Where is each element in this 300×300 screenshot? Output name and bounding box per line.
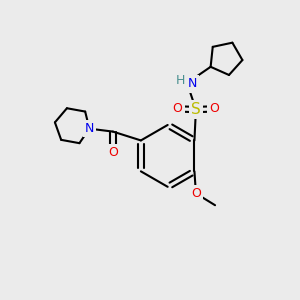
Text: O: O	[191, 187, 201, 200]
Text: O: O	[209, 102, 219, 116]
Text: N: N	[188, 77, 197, 90]
Text: H: H	[176, 74, 185, 87]
Text: S: S	[191, 102, 201, 117]
Text: O: O	[108, 146, 118, 159]
Text: O: O	[173, 102, 183, 116]
Text: N: N	[85, 122, 94, 135]
